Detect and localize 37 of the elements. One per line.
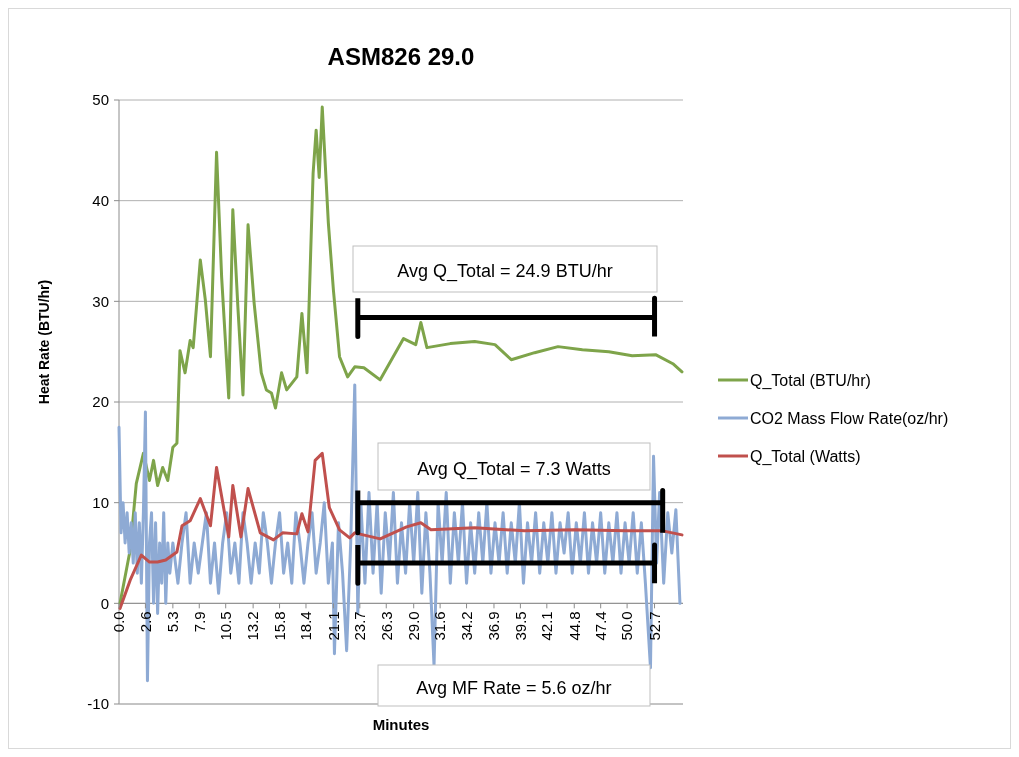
x-tick-label: 0.0 [110, 611, 128, 633]
x-tick-label: 31.6 [431, 611, 449, 641]
x-axis-title: Minutes [372, 716, 430, 733]
x-tick-label: 18.4 [297, 611, 315, 641]
x-tick-label: 47.4 [591, 611, 609, 641]
x-tick-label: 44.8 [565, 611, 583, 641]
x-tick-label: 2.6 [136, 611, 154, 633]
legend-label: Q_Total (Watts) [750, 447, 861, 466]
x-tick-label: 21.1 [324, 611, 342, 641]
x-tick-label: 52.7 [645, 611, 663, 641]
x-tick-label: 10.5 [216, 611, 234, 641]
y-tick-label: 20 [92, 393, 109, 411]
y-tick-label: 30 [92, 292, 109, 310]
x-tick-label: 23.7 [351, 611, 369, 641]
x-tick-label: 13.2 [244, 611, 262, 641]
x-tick-label: 15.8 [270, 611, 288, 641]
y-axis-title: Heat Rate (BTU/hr) [36, 279, 52, 405]
y-tick-label: -10 [87, 695, 109, 713]
x-tick-label: 26.3 [377, 611, 395, 641]
y-tick-label: 10 [92, 493, 109, 511]
annotation: Avg MF Rate = 5.6 oz/hr [416, 677, 612, 698]
x-tick-label: 36.9 [485, 611, 503, 641]
x-tick-label: 34.2 [457, 611, 475, 641]
legend-label: CO2 Mass Flow Rate(oz/hr) [750, 409, 949, 427]
x-tick-label: 5.3 [164, 611, 182, 633]
x-tick-label: 7.9 [190, 611, 208, 633]
annotation: Avg Q_Total = 24.9 BTU/hr [397, 261, 613, 283]
chart-title: ASM826 29.0 [327, 43, 475, 70]
x-tick-label: 50.0 [618, 611, 636, 641]
y-tick-label: 40 [92, 191, 109, 209]
x-tick-label: 42.1 [538, 611, 556, 641]
annotation: Avg Q_Total = 7.3 Watts [417, 458, 611, 480]
legend-label: Q_Total (BTU/hr) [750, 371, 871, 390]
y-tick-label: 0 [100, 594, 109, 612]
y-tick-label: 50 [92, 91, 109, 109]
x-tick-label: 29.0 [404, 611, 422, 641]
x-tick-label: 39.5 [511, 611, 529, 641]
